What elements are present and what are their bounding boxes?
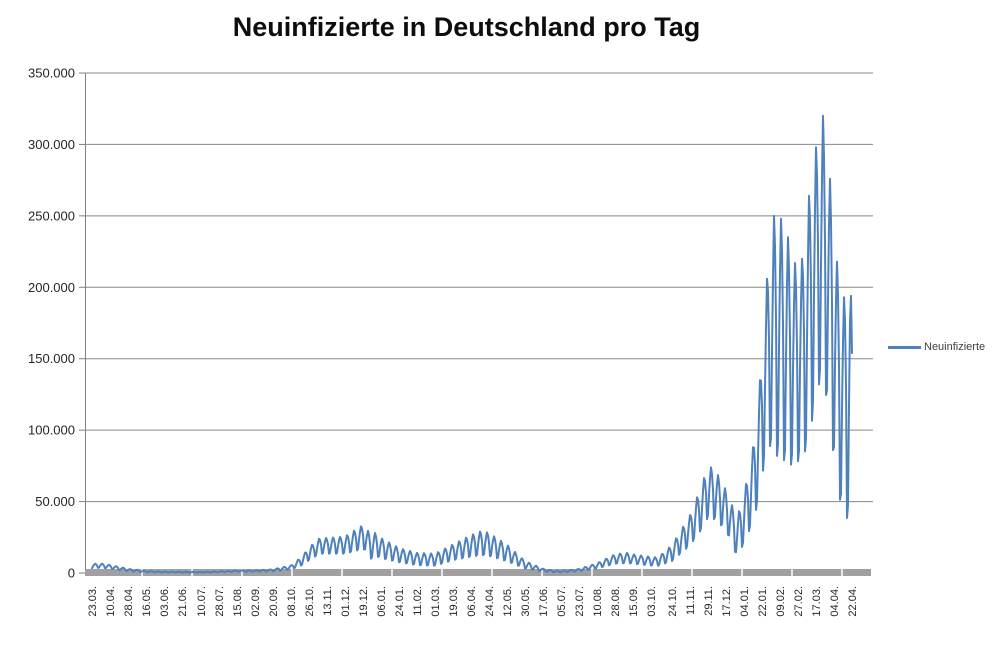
x-axis-label: 20.09. [268, 586, 280, 617]
x-axis-label: 01.12. [340, 586, 352, 617]
x-axis-tick [241, 569, 243, 576]
x-axis-label: 30.05. [520, 586, 532, 617]
y-axis-label: 100.000 [28, 423, 75, 438]
x-axis-label: 28.04. [123, 586, 135, 617]
x-axis-label: 11.02. [412, 586, 424, 616]
x-axis-tick [391, 569, 393, 576]
x-axis-label: 23.03. [87, 586, 99, 617]
x-axis-label: 24.01. [394, 586, 406, 617]
x-axis-label: 13.11. [322, 586, 334, 616]
x-axis-label: 17.03. [811, 586, 823, 617]
x-axis-label: 29.11. [703, 586, 715, 616]
x-axis-label: 15.08. [232, 586, 244, 617]
x-axis-label: 28.08. [610, 586, 622, 617]
x-axis-tick [791, 569, 793, 576]
x-axis-label: 04.04. [829, 586, 841, 617]
x-axis-label: 17.12. [721, 586, 733, 617]
x-axis-label: 16.05. [141, 586, 153, 617]
x-axis-label: 05.07. [556, 586, 568, 617]
x-axis-tick [741, 569, 743, 576]
x-axis-label: 03.10. [646, 586, 658, 617]
x-axis-tick [291, 569, 293, 576]
legend-line-sample-icon [888, 345, 921, 349]
y-axis-label: 350.000 [28, 66, 75, 81]
legend-label: Neuinfizierte [924, 341, 986, 353]
x-axis-label: 28.07. [214, 586, 226, 617]
x-axis-tick [491, 569, 493, 576]
x-axis-label: 04.01. [739, 586, 751, 617]
y-axis-label: 0 [68, 566, 75, 581]
x-axis-label: 15.09. [628, 586, 640, 617]
x-axis-label: 12.05. [502, 586, 514, 617]
x-axis-label: 26.10. [304, 586, 316, 617]
x-axis-label: 06.01. [376, 586, 388, 617]
x-axis-tick [841, 569, 843, 576]
x-axis-label: 22.04. [847, 586, 859, 617]
y-axis-label: 150.000 [28, 351, 75, 366]
x-axis-label: 11.11. [685, 586, 697, 615]
x-axis-label: 10.04. [105, 586, 117, 617]
x-axis-label: 10.08. [592, 586, 604, 617]
chart-title: Neuinfizierte in Deutschland pro Tag [232, 12, 701, 42]
y-axis-label: 300.000 [28, 137, 75, 152]
x-axis-tick [341, 569, 343, 576]
x-axis-label: 03.06. [159, 586, 171, 617]
x-axis-tick [691, 569, 693, 576]
x-axis-tick [441, 569, 443, 576]
x-axis-label: 02.09. [250, 586, 262, 617]
x-axis-tick [541, 569, 543, 576]
x-axis-label: 08.10. [286, 586, 298, 617]
x-axis-label: 22.01. [757, 586, 769, 617]
x-axis-label: 23.07. [574, 586, 586, 617]
y-axis-label: 250.000 [28, 208, 75, 223]
series-line-neuinfizierte [91, 114, 853, 574]
y-axis-label: 200.000 [28, 280, 75, 295]
x-axis-label: 06.04. [466, 586, 478, 617]
legend: Neuinfizierte [888, 341, 985, 353]
x-axis-label: 10.07. [196, 586, 208, 617]
x-axis-label: 17.06. [538, 586, 550, 617]
x-axis-tick [591, 569, 593, 576]
x-axis-label: 19.03. [448, 586, 460, 617]
x-axis-label: 24.04. [484, 586, 496, 617]
x-axis-tick [641, 569, 643, 576]
x-axis-label: 09.02. [775, 586, 787, 617]
x-axis-label: 21.06. [177, 586, 189, 617]
x-axis-label: 01.03. [430, 586, 442, 617]
x-axis-line [85, 569, 871, 576]
x-axis-label: 24.10. [667, 586, 679, 617]
y-axis-label: 50.000 [35, 494, 75, 509]
x-axis-tick [141, 569, 143, 576]
x-axis-label: 27.02. [793, 586, 805, 617]
x-axis-label: 19.12. [358, 586, 370, 617]
